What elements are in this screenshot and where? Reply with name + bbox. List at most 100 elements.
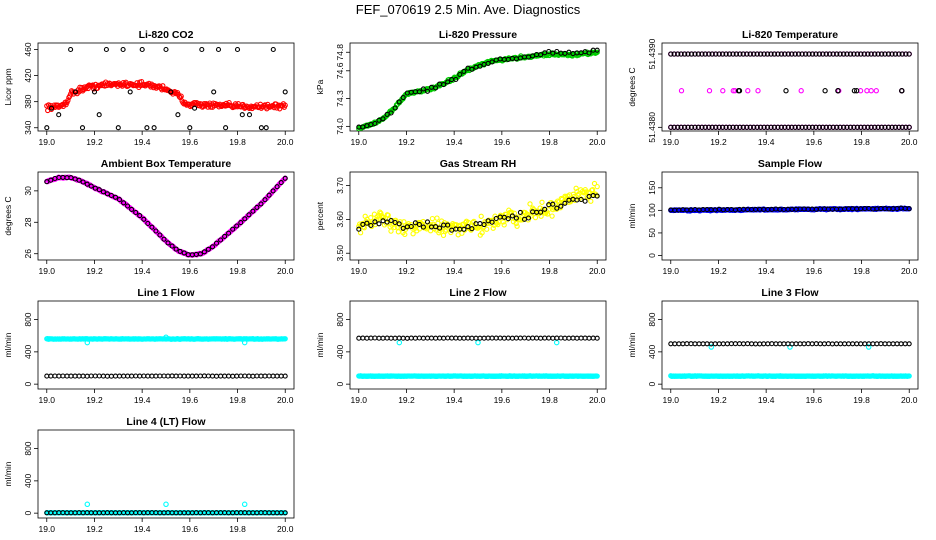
data-point (246, 373, 252, 379)
x-tick-label: 19.2 (86, 137, 103, 147)
data-point (241, 501, 248, 508)
x-tick-label: 19.8 (541, 395, 558, 405)
panel-title: Line 1 Flow (137, 287, 195, 299)
x-tick-label: 19.6 (806, 395, 823, 405)
data-point (846, 341, 852, 347)
data-point (100, 373, 106, 379)
data-point (589, 187, 596, 193)
data-point (499, 214, 506, 220)
data-point (785, 51, 791, 57)
data-point (868, 51, 874, 57)
x-tick-label: 19.2 (86, 395, 103, 405)
data-point (733, 124, 740, 130)
data-point (181, 373, 187, 379)
y-tick-label: 800 (23, 441, 33, 455)
series-ave (668, 205, 912, 213)
data-point (906, 51, 912, 57)
data-point (517, 209, 523, 215)
data-point (851, 51, 857, 57)
data-point (497, 335, 503, 341)
data-point (80, 179, 86, 185)
data-point (562, 335, 568, 341)
data-point (416, 335, 422, 341)
data-point (133, 373, 139, 379)
data-point (590, 335, 596, 341)
x-tick-label: 19.6 (182, 137, 199, 147)
data-point (777, 341, 783, 347)
x-tick-label: 19.6 (494, 137, 511, 147)
data-point (761, 341, 767, 347)
y-tick-label: 26 (23, 249, 33, 259)
data-point (420, 335, 426, 341)
data-point (153, 228, 159, 234)
data-point (445, 79, 451, 85)
data-point (899, 88, 905, 94)
data-point (56, 112, 62, 118)
data-point (678, 51, 684, 57)
data-point (889, 124, 895, 130)
data-point (372, 219, 378, 225)
data-point (262, 373, 268, 379)
data-point (699, 124, 705, 130)
data-point (121, 373, 127, 379)
series-ave (356, 47, 600, 130)
data-point (716, 124, 722, 130)
plot-frame (661, 300, 919, 390)
data-point (562, 200, 568, 206)
data-point (740, 341, 747, 347)
data-point (489, 335, 495, 341)
data-point (827, 124, 833, 130)
y-tick-label: 100 (647, 203, 657, 217)
data-point (400, 225, 406, 231)
data-point (724, 341, 730, 347)
data-point (864, 88, 870, 94)
data-point (802, 124, 809, 130)
data-point (396, 339, 403, 346)
data-point (878, 51, 885, 57)
data-point (775, 124, 781, 130)
data-point (402, 231, 408, 238)
data-point (465, 224, 471, 230)
data-point (76, 373, 82, 379)
data-point (546, 335, 552, 341)
data-point (250, 373, 256, 379)
data-point (688, 341, 694, 347)
data-point (213, 373, 220, 379)
data-point (209, 244, 216, 250)
y-tick-label: 400 (23, 474, 33, 488)
data-point (837, 124, 843, 130)
data-point (744, 51, 750, 57)
data-point (108, 373, 114, 379)
data-point (282, 336, 288, 342)
data-point (594, 47, 600, 53)
data-point (209, 373, 216, 379)
data-point (754, 124, 760, 130)
data-point (396, 221, 402, 227)
data-point (591, 180, 598, 187)
y-axis-label: ml/min (3, 332, 13, 357)
data-point (882, 341, 888, 347)
data-point (372, 335, 378, 341)
x-tick-label: 19.0 (38, 266, 55, 276)
data-point (388, 110, 394, 116)
series-raw (668, 51, 912, 130)
data-point (441, 335, 447, 341)
data-point (840, 51, 847, 57)
data-point (378, 210, 384, 216)
data-point (584, 193, 590, 200)
y-tick-label: 28 (23, 217, 33, 227)
data-point (737, 51, 743, 57)
data-point (847, 124, 854, 130)
data-points (44, 334, 288, 379)
y-tick-label: 3.60 (335, 211, 345, 228)
data-point (692, 124, 698, 130)
data-point (199, 46, 205, 53)
data-point (509, 213, 515, 219)
data-point (532, 214, 539, 221)
data-point (388, 217, 394, 224)
data-point (809, 124, 816, 130)
data-point (84, 181, 90, 187)
data-point (475, 339, 481, 346)
series-ave (668, 51, 912, 130)
data-point (514, 223, 520, 229)
